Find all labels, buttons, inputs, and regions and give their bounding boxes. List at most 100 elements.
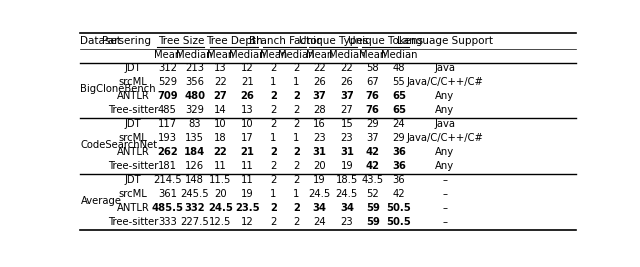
Text: Branch Factor: Branch Factor: [249, 36, 321, 46]
Text: 12.5: 12.5: [209, 217, 232, 227]
Text: ANTLR: ANTLR: [116, 91, 150, 101]
Text: 11: 11: [214, 161, 227, 171]
Text: 20: 20: [214, 189, 227, 199]
Text: 213: 213: [185, 63, 204, 73]
Text: 12: 12: [241, 63, 254, 73]
Text: 2: 2: [270, 203, 277, 213]
Text: 36: 36: [392, 161, 406, 171]
Text: 27: 27: [214, 91, 227, 101]
Text: 24: 24: [392, 119, 405, 129]
Text: 2: 2: [293, 105, 300, 115]
Text: 19: 19: [241, 189, 254, 199]
Text: 20: 20: [313, 161, 326, 171]
Text: 34: 34: [340, 203, 354, 213]
Text: 135: 135: [185, 133, 204, 143]
Text: Tree Size: Tree Size: [157, 36, 204, 46]
Text: 2: 2: [270, 161, 276, 171]
Text: 1: 1: [270, 77, 276, 87]
Text: Java: Java: [434, 119, 455, 129]
Text: 333: 333: [158, 217, 177, 227]
Text: Java: Java: [434, 63, 455, 73]
Text: 76: 76: [365, 105, 380, 115]
Text: 529: 529: [157, 77, 177, 87]
Text: 184: 184: [184, 147, 205, 157]
Text: 42: 42: [365, 161, 380, 171]
Text: 332: 332: [184, 203, 205, 213]
Text: 29: 29: [366, 119, 379, 129]
Text: 16: 16: [313, 119, 326, 129]
Text: 181: 181: [158, 161, 177, 171]
Text: Tree-sitter: Tree-sitter: [108, 105, 158, 115]
Text: Java/C/C++/C#: Java/C/C++/C#: [406, 133, 483, 143]
Text: Median: Median: [328, 50, 365, 60]
Text: 19: 19: [313, 175, 326, 185]
Text: Mean: Mean: [207, 50, 234, 60]
Text: 37: 37: [313, 91, 326, 101]
Text: BigCloneBench: BigCloneBench: [81, 84, 156, 94]
Text: 2: 2: [270, 63, 276, 73]
Text: 24.5: 24.5: [208, 203, 233, 213]
Text: 22: 22: [214, 147, 227, 157]
Text: 50.5: 50.5: [387, 203, 412, 213]
Text: Median: Median: [177, 50, 213, 60]
Text: 28: 28: [313, 105, 326, 115]
Text: 2: 2: [293, 161, 300, 171]
Text: 26: 26: [241, 91, 255, 101]
Text: 65: 65: [392, 91, 406, 101]
Text: 21: 21: [241, 77, 254, 87]
Text: 27: 27: [340, 105, 353, 115]
Text: Mean: Mean: [306, 50, 333, 60]
Text: 2: 2: [270, 147, 277, 157]
Text: Average: Average: [81, 196, 122, 206]
Text: JDT: JDT: [125, 63, 141, 73]
Text: –: –: [442, 217, 447, 227]
Text: 22: 22: [313, 63, 326, 73]
Text: 2: 2: [270, 217, 276, 227]
Text: 2: 2: [270, 175, 276, 185]
Text: 67: 67: [366, 77, 379, 87]
Text: 42: 42: [392, 189, 405, 199]
Text: Median: Median: [278, 50, 314, 60]
Text: 2: 2: [270, 119, 276, 129]
Text: 13: 13: [214, 63, 227, 73]
Text: 24.5: 24.5: [308, 189, 331, 199]
Text: Median: Median: [229, 50, 266, 60]
Text: 13: 13: [241, 105, 254, 115]
Text: 18: 18: [214, 133, 227, 143]
Text: 37: 37: [340, 91, 354, 101]
Text: 37: 37: [366, 133, 379, 143]
Text: 2: 2: [293, 147, 300, 157]
Text: 10: 10: [214, 119, 227, 129]
Text: ANTLR: ANTLR: [116, 147, 150, 157]
Text: 480: 480: [184, 91, 205, 101]
Text: 31: 31: [340, 147, 354, 157]
Text: 34: 34: [312, 203, 326, 213]
Text: 1: 1: [293, 133, 300, 143]
Text: Any: Any: [435, 147, 454, 157]
Text: Unique Tokens: Unique Tokens: [348, 36, 423, 46]
Text: 24.5: 24.5: [336, 189, 358, 199]
Text: 29: 29: [392, 133, 405, 143]
Text: Mean: Mean: [154, 50, 181, 60]
Text: 65: 65: [392, 105, 406, 115]
Text: 59: 59: [365, 217, 380, 227]
Text: 23.5: 23.5: [236, 203, 260, 213]
Text: 18.5: 18.5: [336, 175, 358, 185]
Text: 58: 58: [366, 63, 379, 73]
Text: Tree-sitter: Tree-sitter: [108, 161, 158, 171]
Text: 356: 356: [185, 77, 204, 87]
Text: 227.5: 227.5: [180, 217, 209, 227]
Text: 42: 42: [365, 147, 380, 157]
Text: Java/C/C++/C#: Java/C/C++/C#: [406, 77, 483, 87]
Text: JDT: JDT: [125, 175, 141, 185]
Text: 2: 2: [293, 217, 300, 227]
Text: Mean: Mean: [359, 50, 387, 60]
Text: 15: 15: [340, 119, 353, 129]
Text: 48: 48: [393, 63, 405, 73]
Text: 2: 2: [293, 203, 300, 213]
Text: Language Support: Language Support: [397, 36, 493, 46]
Text: 1: 1: [293, 77, 300, 87]
Text: 23: 23: [313, 133, 326, 143]
Text: Tree-sitter: Tree-sitter: [108, 217, 158, 227]
Text: –: –: [442, 203, 447, 213]
